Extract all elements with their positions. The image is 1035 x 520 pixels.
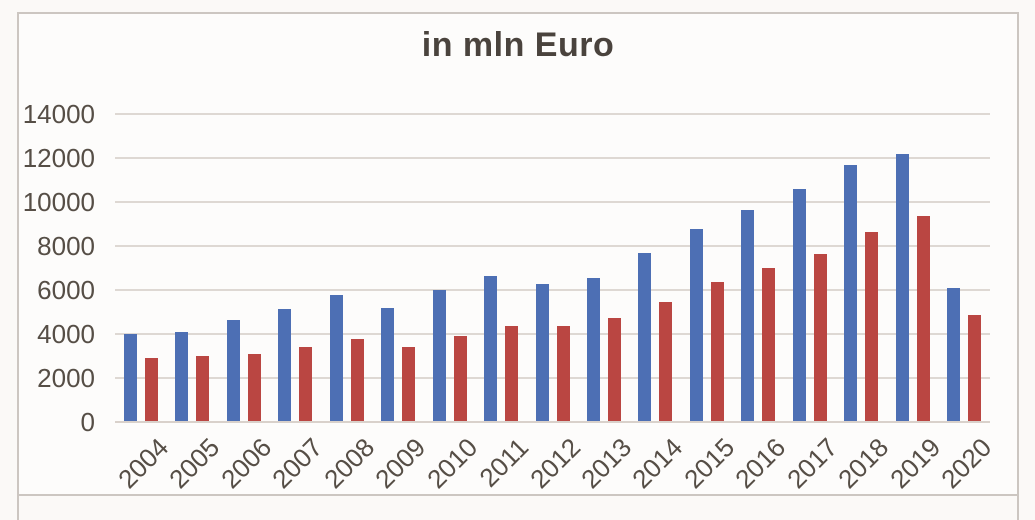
x-tick-label: 2019 bbox=[883, 432, 946, 495]
y-tick-label: 0 bbox=[80, 407, 95, 437]
bar-2016-red-series bbox=[762, 268, 776, 421]
x-tick-label: 2020 bbox=[935, 432, 998, 495]
y-tick-label: 14000 bbox=[22, 99, 95, 129]
bar-2009-red-series bbox=[402, 347, 416, 421]
x-axis-labels: 2004 2005 2006 2007 2008 2009 2010 2011 2012 2013… bbox=[111, 422, 998, 498]
x-tick-label: 2010 bbox=[420, 432, 483, 495]
gridline bbox=[115, 113, 990, 115]
bar-2006-red-series bbox=[247, 353, 261, 421]
bar-2014-blue-series bbox=[638, 252, 652, 421]
y-tick-label: 10000 bbox=[22, 187, 95, 217]
bar-2013-blue-series bbox=[586, 278, 600, 421]
plot-area bbox=[115, 113, 990, 423]
bar-2017-blue-series bbox=[792, 188, 806, 421]
bar-2008-blue-series bbox=[329, 294, 343, 421]
bar-2012-blue-series bbox=[535, 283, 549, 421]
bar-2005-blue-series bbox=[175, 331, 189, 421]
gridline bbox=[115, 245, 990, 247]
bar-2007-blue-series bbox=[278, 308, 292, 421]
y-tick-label: 6000 bbox=[37, 275, 95, 305]
bar-2018-red-series bbox=[865, 231, 879, 421]
y-tick-label: 2000 bbox=[37, 363, 95, 393]
x-tick-label: 2014 bbox=[626, 432, 689, 495]
gridline bbox=[115, 377, 990, 379]
bar-2011-red-series bbox=[505, 326, 519, 421]
x-tick-label: 2007 bbox=[266, 432, 329, 495]
x-axis-line bbox=[115, 421, 990, 423]
x-tick-label: 2009 bbox=[369, 432, 432, 495]
bar-2006-blue-series bbox=[226, 319, 240, 421]
bar-2013-red-series bbox=[607, 317, 621, 421]
x-tick-label: 2012 bbox=[523, 432, 586, 495]
bar-2020-red-series bbox=[968, 315, 982, 421]
x-tick-label: 2005 bbox=[163, 432, 226, 495]
bar-2014-red-series bbox=[659, 302, 673, 421]
x-tick-label: 2008 bbox=[317, 432, 380, 495]
x-tick-label: 2013 bbox=[575, 432, 638, 495]
frame-left-stub bbox=[17, 496, 19, 520]
y-axis-labels: 0 2000 4000 6000 8000 10000 12000 14000 bbox=[19, 101, 95, 435]
x-tick-label: 2011 bbox=[473, 432, 535, 493]
y-tick-label: 4000 bbox=[37, 319, 95, 349]
bar-2010-red-series bbox=[453, 336, 467, 421]
bar-2010-blue-series bbox=[432, 290, 446, 421]
gridline bbox=[115, 333, 990, 335]
frame-right-stub bbox=[1017, 496, 1019, 520]
bar-2011-blue-series bbox=[484, 275, 498, 421]
x-tick-label: 2015 bbox=[678, 432, 741, 495]
gridline bbox=[115, 289, 990, 291]
y-tick-label: 12000 bbox=[22, 143, 95, 173]
bar-2012-red-series bbox=[556, 326, 570, 421]
bar-2005-red-series bbox=[196, 356, 210, 421]
chart-title: in mln Euro bbox=[421, 26, 615, 64]
x-tick-label: 2018 bbox=[832, 432, 895, 495]
bar-2019-red-series bbox=[916, 216, 930, 421]
x-tick-label: 2016 bbox=[729, 432, 792, 495]
bar-2017-red-series bbox=[813, 253, 827, 421]
bar-2020-blue-series bbox=[947, 287, 961, 421]
x-tick-label: 2006 bbox=[214, 432, 277, 495]
bar-2015-blue-series bbox=[689, 228, 703, 421]
bar-2004-red-series bbox=[144, 358, 158, 421]
gridline bbox=[115, 157, 990, 159]
x-tick-label: 2004 bbox=[111, 432, 174, 495]
bar-2007-red-series bbox=[299, 347, 313, 421]
bar-2019-blue-series bbox=[895, 153, 909, 421]
bar-2018-blue-series bbox=[844, 164, 858, 421]
gridline bbox=[115, 201, 990, 203]
bar-2016-blue-series bbox=[741, 209, 755, 421]
bar-2004-blue-series bbox=[123, 334, 137, 421]
bar-2015-red-series bbox=[710, 282, 724, 421]
y-tick-label: 8000 bbox=[37, 231, 95, 261]
chart-frame: in mln Euro 0 2000 4000 6000 8000 10000 12000 1… bbox=[17, 12, 1019, 496]
bar-2008-red-series bbox=[350, 338, 364, 421]
bar-2009-blue-series bbox=[381, 307, 395, 421]
x-tick-label: 2017 bbox=[780, 432, 844, 495]
